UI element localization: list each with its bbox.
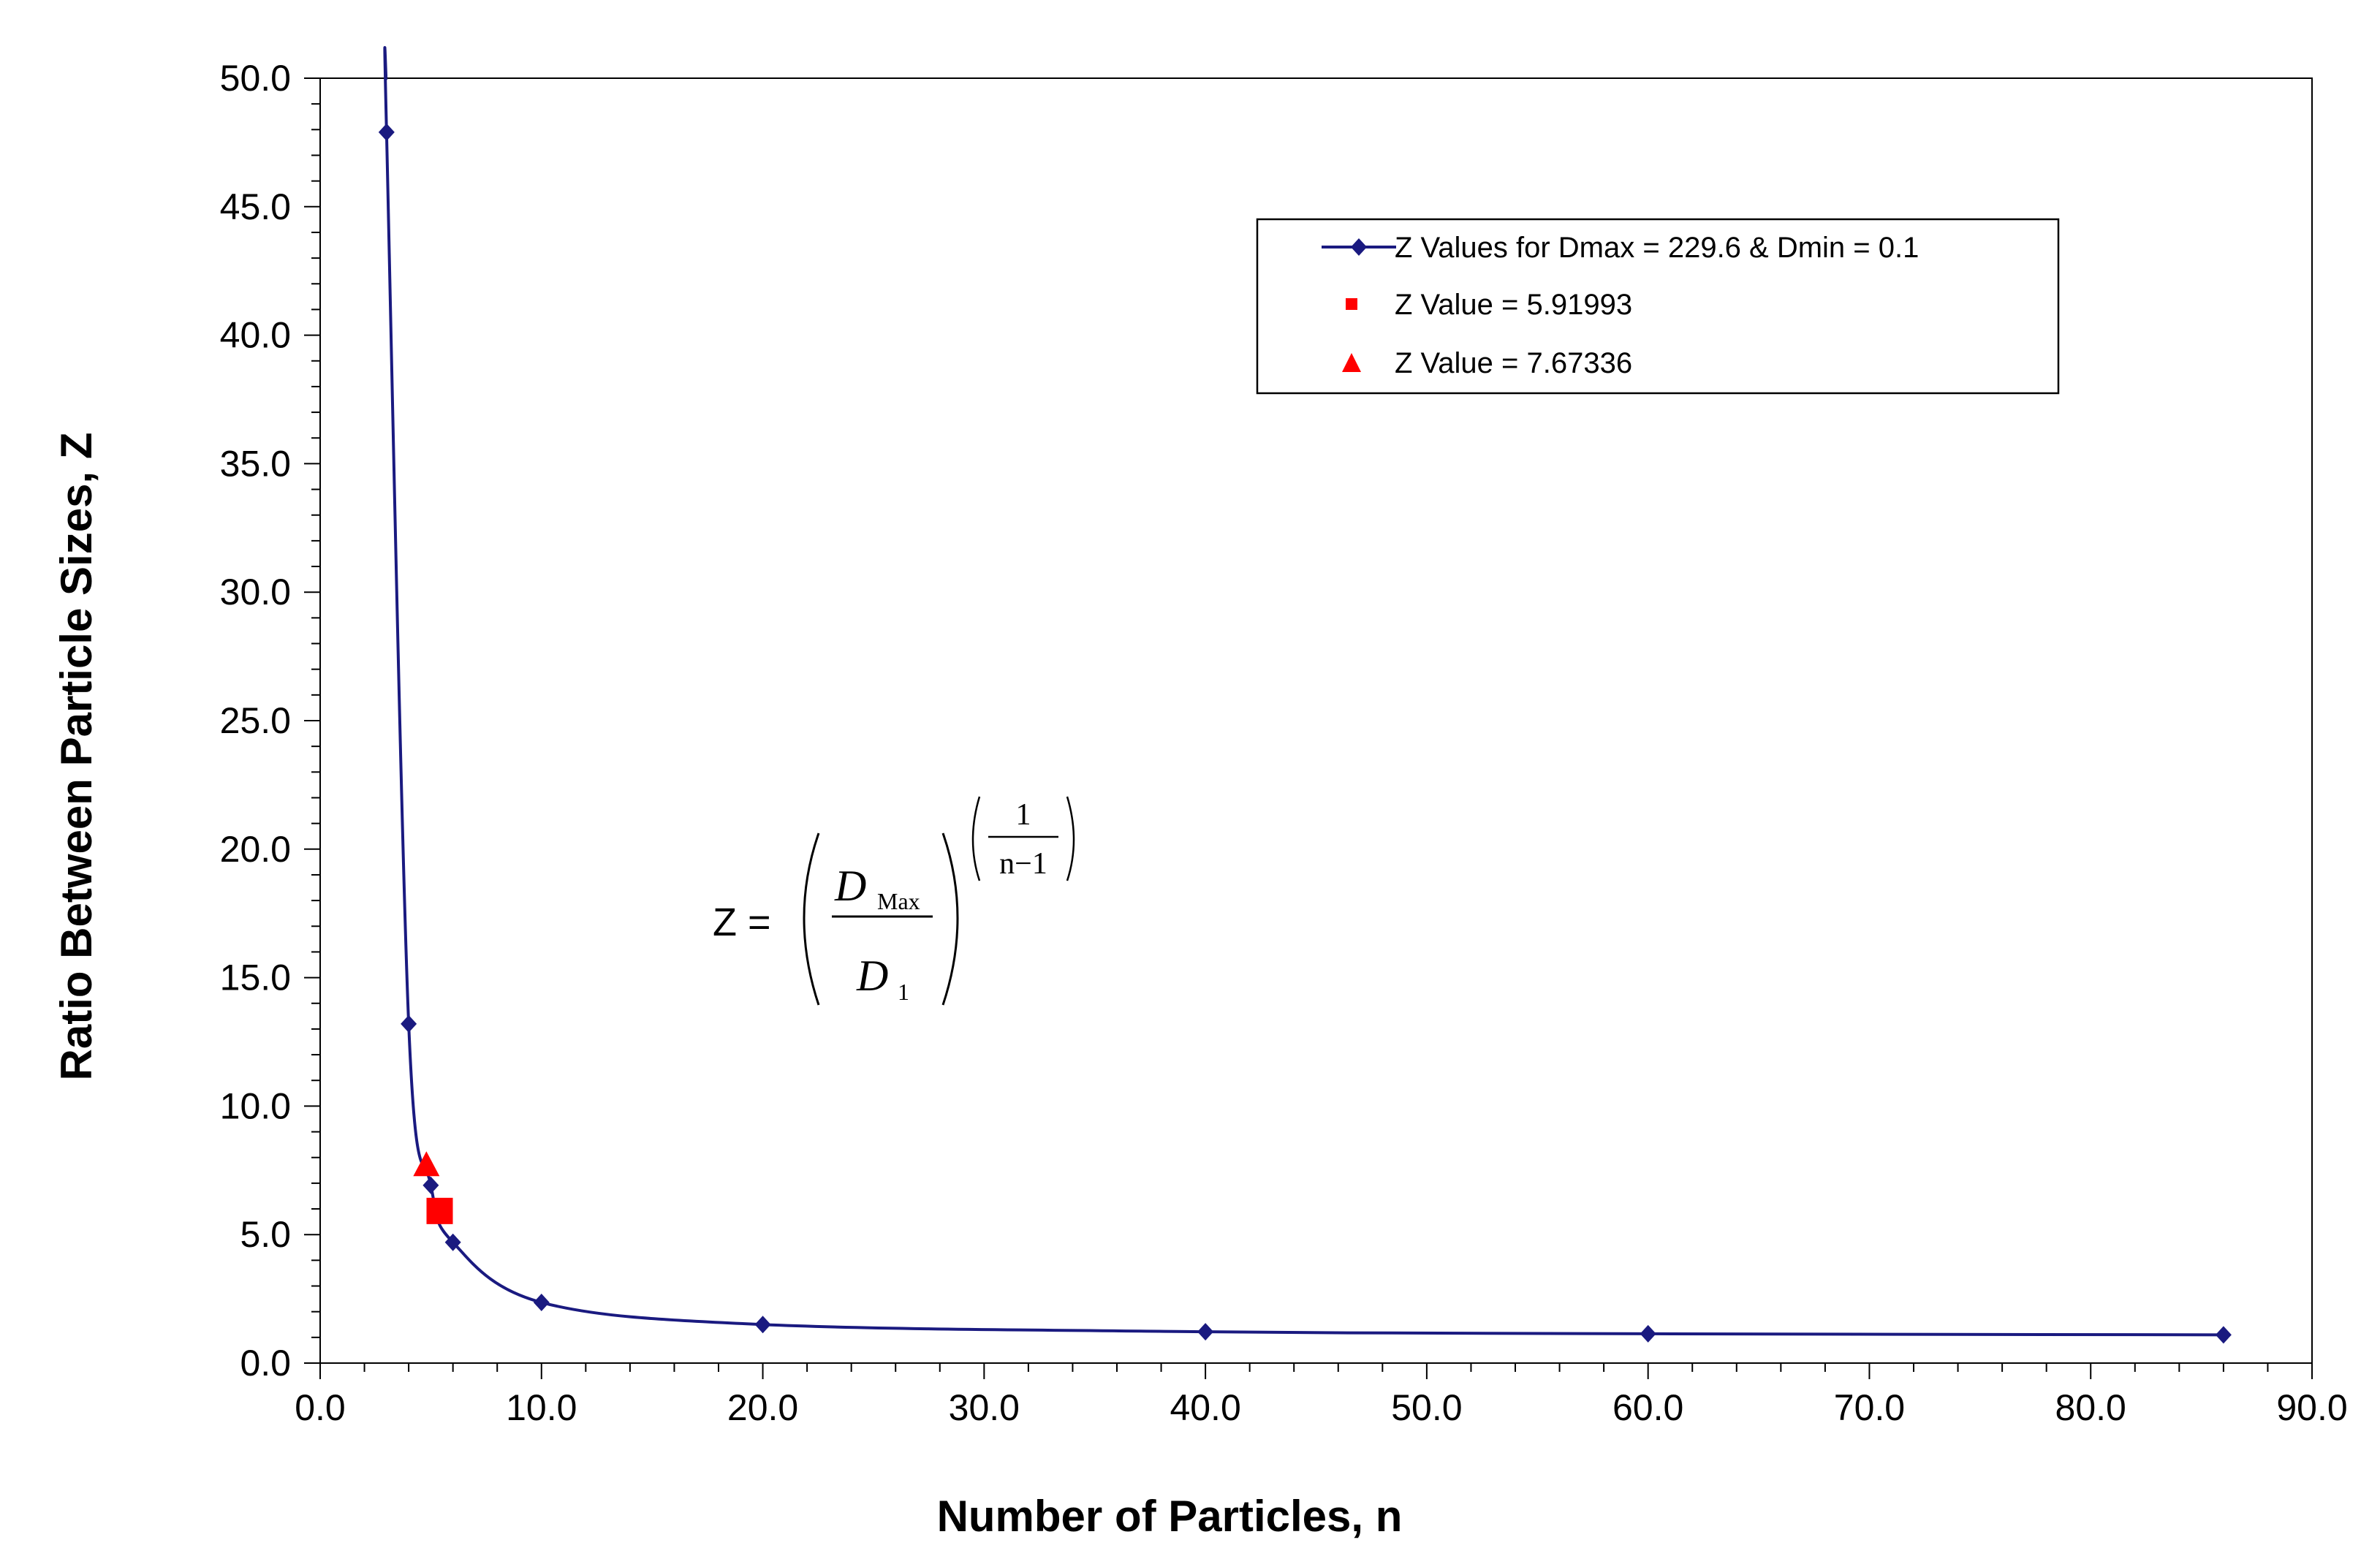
- exponent-numerator: 1: [1016, 798, 1031, 832]
- y-tick-label: 15.0: [220, 957, 291, 998]
- equation-lhs: Z =: [713, 900, 771, 944]
- y-tick-label: 0.0: [240, 1343, 291, 1384]
- data-point-diamond: [444, 1233, 461, 1251]
- exponent-left-paren: [971, 796, 981, 881]
- exponent-right-paren: [1066, 796, 1075, 881]
- equation-denominator: D: [856, 952, 888, 1000]
- x-tick-labels: 0.0 10.0 20.0 30.0 40.0 50.0 60.0 70.0 80.0 90.0: [295, 1387, 2347, 1428]
- equation-numerator-subscript: Max: [877, 888, 920, 914]
- x-tick-label: 0.0: [295, 1387, 346, 1428]
- x-axis-title: Number of Particles, n: [937, 1492, 1403, 1541]
- legend-square-marker: [1346, 298, 1357, 310]
- data-point-diamond: [2215, 1326, 2232, 1344]
- axis-ticks: [304, 77, 2313, 1379]
- equation-annotation: Z = D Max D 1 1 n−1: [713, 796, 1075, 1006]
- legend-diamond-marker: [1351, 238, 1367, 256]
- legend-label-series-2: Z Value = 5.91993: [1395, 289, 1632, 321]
- data-point-diamond: [378, 123, 395, 141]
- y-tick-label: 5.0: [240, 1214, 291, 1255]
- y-tick-label: 30.0: [220, 572, 291, 612]
- legend: Z Values for Dmax = 229.6 & Dmin = 0.1 Z…: [1256, 218, 2060, 395]
- y-axis-title: Ratio Between Particle Sizes, Z: [52, 433, 101, 1081]
- equation-denominator-subscript: 1: [898, 979, 909, 1005]
- data-point-diamond: [533, 1294, 550, 1312]
- data-point-square: [426, 1197, 453, 1224]
- x-tick-label: 60.0: [1612, 1387, 1683, 1428]
- data-point-diamond: [401, 1014, 417, 1033]
- y-tick-label: 20.0: [220, 829, 291, 870]
- x-tick-label: 20.0: [727, 1387, 798, 1428]
- x-tick-label: 10.0: [506, 1387, 577, 1428]
- data-point-triangle: [413, 1151, 440, 1177]
- legend-label-series-3: Z Value = 7.67336: [1395, 347, 1632, 379]
- data-point-diamond: [1640, 1324, 1656, 1343]
- equation-right-paren: [941, 832, 959, 1006]
- legend-label-series-1: Z Values for Dmax = 229.6 & Dmin = 0.1: [1395, 232, 1919, 264]
- exponent-denominator: n−1: [999, 847, 1047, 881]
- legend-triangle-marker: [1342, 353, 1361, 372]
- data-point-diamond: [422, 1176, 439, 1194]
- y-tick-label: 40.0: [220, 315, 291, 356]
- x-tick-label: 90.0: [2276, 1387, 2347, 1428]
- x-tick-label: 40.0: [1170, 1387, 1240, 1428]
- equation-left-paren: [803, 832, 820, 1006]
- series-markers: [378, 123, 2232, 1344]
- data-point-diamond: [754, 1316, 771, 1334]
- y-tick-label: 25.0: [220, 700, 291, 741]
- x-tick-label: 70.0: [1834, 1387, 1905, 1428]
- y-tick-label: 45.0: [220, 186, 291, 227]
- y-tick-label: 10.0: [220, 1085, 291, 1126]
- plot-area-frame: [319, 77, 2313, 1364]
- x-tick-label: 50.0: [1391, 1387, 1462, 1428]
- x-tick-label: 80.0: [2055, 1387, 2126, 1428]
- data-point-diamond: [1197, 1323, 1214, 1341]
- equation-numerator: D: [834, 862, 866, 910]
- x-tick-label: 30.0: [949, 1387, 1020, 1428]
- y-tick-label: 35.0: [220, 443, 291, 484]
- y-tick-labels: 0.0 5.0 10.0 15.0 20.0 25.0 30.0 35.0 40.0 45.0 50…: [220, 58, 291, 1384]
- y-tick-label: 50.0: [220, 58, 291, 99]
